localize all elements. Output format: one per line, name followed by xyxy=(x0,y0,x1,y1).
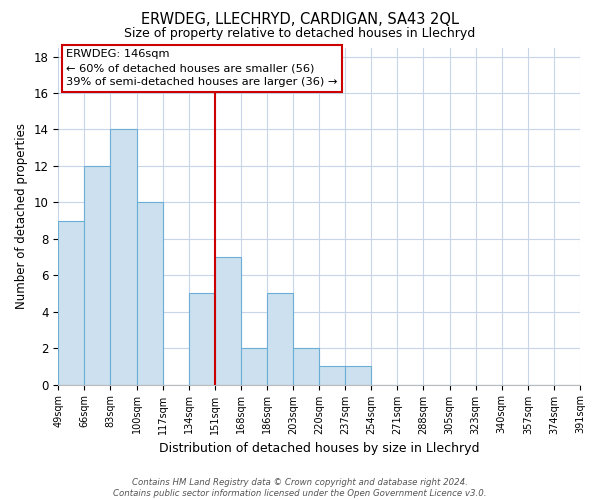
Bar xyxy=(319,366,345,384)
Bar xyxy=(215,257,241,384)
Bar xyxy=(137,202,163,384)
Bar xyxy=(85,166,110,384)
Bar xyxy=(293,348,319,385)
X-axis label: Distribution of detached houses by size in Llechryd: Distribution of detached houses by size … xyxy=(159,442,479,455)
Y-axis label: Number of detached properties: Number of detached properties xyxy=(15,123,28,309)
Bar xyxy=(58,220,85,384)
Text: Contains HM Land Registry data © Crown copyright and database right 2024.
Contai: Contains HM Land Registry data © Crown c… xyxy=(113,478,487,498)
Text: ERWDEG, LLECHRYD, CARDIGAN, SA43 2QL: ERWDEG, LLECHRYD, CARDIGAN, SA43 2QL xyxy=(141,12,459,28)
Bar xyxy=(241,348,267,385)
Bar xyxy=(110,130,137,384)
Bar xyxy=(189,294,215,384)
Bar xyxy=(267,294,293,384)
Text: Size of property relative to detached houses in Llechryd: Size of property relative to detached ho… xyxy=(124,28,476,40)
Text: ERWDEG: 146sqm
← 60% of detached houses are smaller (56)
39% of semi-detached ho: ERWDEG: 146sqm ← 60% of detached houses … xyxy=(66,49,337,87)
Bar xyxy=(345,366,371,384)
